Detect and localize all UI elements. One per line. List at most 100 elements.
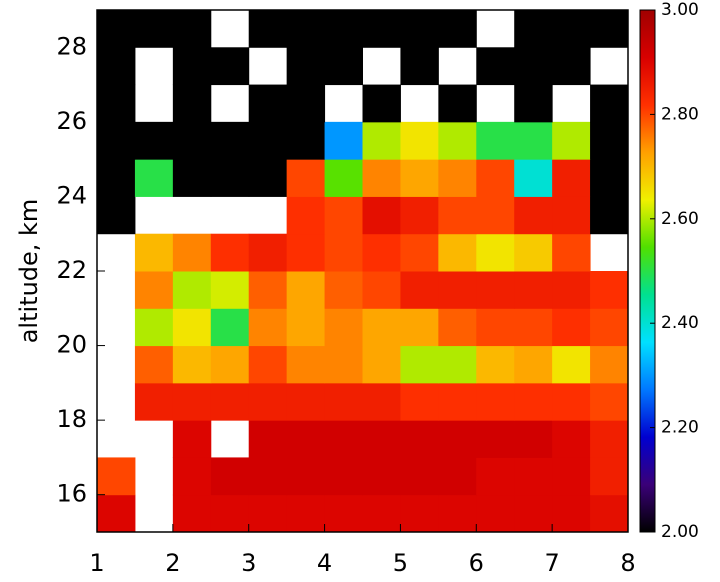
heat-cell: [362, 308, 401, 347]
heat-cell: [362, 382, 401, 421]
heat-cell: [134, 382, 174, 421]
heat-cell: [476, 457, 515, 496]
y-tick-label: 16: [56, 480, 87, 508]
heat-cell: [476, 196, 515, 235]
heat-cell: [210, 308, 250, 347]
heat-cell: [286, 382, 326, 421]
heat-cell: [400, 159, 439, 197]
heat-cell: [438, 345, 477, 384]
heat-cell: [134, 345, 174, 384]
colorbar: [639, 9, 656, 533]
heat-cell: [134, 121, 174, 160]
heat-cell: [248, 345, 288, 384]
heat-cell: [286, 159, 326, 197]
heat-cell: [362, 457, 401, 496]
heat-cell: [590, 420, 629, 458]
heat-cell: [210, 494, 250, 533]
heat-cell: [552, 233, 591, 272]
heat-cell: [552, 47, 591, 86]
heat-cell: [172, 10, 212, 48]
colorbar-tick-label: 2.60: [661, 209, 699, 229]
heat-cell: [97, 196, 136, 235]
heat-cell: [362, 420, 401, 458]
heat-cell: [324, 233, 363, 272]
heat-cell: [362, 345, 401, 384]
heat-cell: [172, 159, 212, 197]
heat-cell: [324, 420, 363, 458]
heat-cell: [324, 10, 363, 48]
heat-cell: [134, 10, 174, 48]
heat-cell: [476, 271, 515, 309]
heat-cell: [476, 233, 515, 272]
heat-cell: [590, 457, 629, 496]
heat-cell: [590, 10, 629, 48]
heat-cell: [438, 159, 477, 197]
y-tick-label: 22: [56, 256, 87, 284]
heat-cell: [324, 47, 363, 86]
heat-cell: [552, 345, 591, 384]
heat-cell: [514, 308, 553, 347]
heat-cell: [438, 457, 477, 496]
y-tick-label: 24: [56, 181, 87, 209]
heat-cell: [438, 10, 477, 48]
heat-cell: [552, 420, 591, 458]
heat-cell: [400, 382, 439, 421]
heat-cell: [400, 420, 439, 458]
heat-cell: [210, 159, 250, 197]
heat-cell: [552, 494, 591, 533]
heat-cell: [438, 308, 477, 347]
x-tick-label: 3: [241, 549, 256, 577]
heat-cell: [362, 10, 401, 48]
heat-cell: [172, 121, 212, 160]
y-axis-label: altitude, km: [15, 199, 43, 344]
heat-cell: [324, 345, 363, 384]
heat-cell: [324, 196, 363, 235]
heat-cell: [552, 271, 591, 309]
heat-cell: [552, 10, 591, 48]
heat-cell: [172, 271, 212, 309]
y-tick-label: 20: [56, 331, 87, 359]
heat-cell: [286, 271, 326, 309]
x-tick-label: 4: [317, 549, 332, 577]
heat-cell: [400, 494, 439, 533]
heat-cell: [172, 457, 212, 496]
heat-cell: [590, 308, 629, 347]
x-tick-label: 6: [469, 549, 484, 577]
heat-cell: [552, 457, 591, 496]
heat-cell: [476, 121, 515, 160]
heat-cell: [134, 159, 174, 197]
heat-cell: [362, 159, 401, 197]
heat-cell: [172, 84, 212, 123]
heat-cell: [514, 47, 553, 86]
heat-cell: [590, 382, 629, 421]
heat-cell: [438, 84, 477, 123]
heat-cell: [590, 121, 629, 160]
heat-cell: [476, 382, 515, 421]
heat-cell: [324, 308, 363, 347]
heat-cell: [514, 494, 553, 533]
heat-cell: [400, 308, 439, 347]
y-tick-label: 26: [56, 107, 87, 135]
heat-cell: [286, 308, 326, 347]
heat-cell: [438, 420, 477, 458]
heat-cell: [97, 121, 136, 160]
heat-cell: [362, 196, 401, 235]
heat-cell: [362, 271, 401, 309]
heat-cell: [514, 233, 553, 272]
heat-cell: [248, 382, 288, 421]
y-tick-label: 28: [56, 32, 87, 60]
heat-cell: [248, 84, 288, 123]
heat-cell: [324, 121, 363, 160]
heat-cell: [590, 159, 629, 197]
heat-cell: [134, 233, 174, 272]
heat-cell: [248, 457, 288, 496]
heat-cell: [438, 271, 477, 309]
heat-cell: [514, 382, 553, 421]
heat-cell: [324, 457, 363, 496]
heat-cell: [210, 47, 250, 86]
heat-cell: [324, 382, 363, 421]
heat-cell: [476, 494, 515, 533]
heat-cell: [476, 345, 515, 384]
heat-cell: [400, 457, 439, 496]
